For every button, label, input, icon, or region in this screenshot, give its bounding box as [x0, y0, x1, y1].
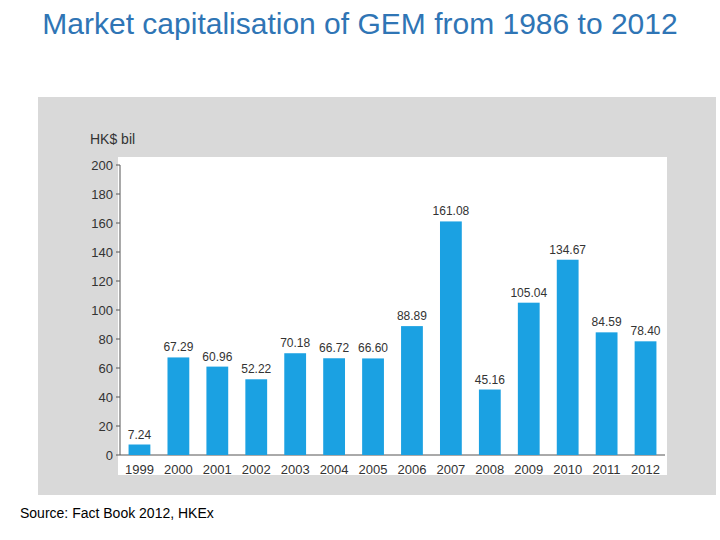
y-tick: [116, 252, 120, 253]
y-tick-label: 200: [91, 158, 113, 173]
x-tick-label: 2004: [320, 462, 349, 477]
y-tick-label: 120: [91, 274, 113, 289]
y-tick: [116, 310, 120, 311]
data-label: 66.60: [358, 341, 388, 355]
plot-area: [118, 157, 667, 475]
bar: [206, 367, 228, 455]
y-tick: [116, 165, 120, 166]
bar: [596, 332, 618, 455]
data-label: 52.22: [241, 362, 271, 376]
bar: [635, 341, 657, 455]
data-label: 78.40: [631, 324, 661, 338]
y-tick-label: 140: [91, 245, 113, 260]
chart: 0 20 40 60 80 100 120 140 160 180 200 HK$ bil 7.24 67…: [0, 0, 720, 540]
x-tick-label: 2001: [203, 462, 232, 477]
bar: [323, 358, 345, 455]
bar: [440, 221, 462, 455]
chart-background: [38, 97, 716, 495]
data-label: 60.96: [202, 350, 232, 364]
x-tick-label: 1999: [125, 462, 154, 477]
title: Market capitalisation of GEM from 1986 t…: [20, 6, 700, 42]
y-tick: [116, 426, 120, 427]
y-axis-label: HK$ bil: [90, 131, 135, 147]
bar: [167, 357, 189, 455]
x-tick-label: 2011: [593, 462, 621, 477]
x-tick-label: 2008: [475, 462, 504, 477]
x-tick-label: 2005: [359, 462, 388, 477]
x-tick-label: 2006: [398, 462, 427, 477]
y-tick: [116, 281, 120, 282]
bar: [284, 353, 306, 455]
data-label: 7.24: [128, 428, 152, 442]
x-tick-label: 2007: [436, 462, 465, 477]
data-label: 45.16: [475, 373, 505, 387]
y-tick: [116, 368, 120, 369]
x-tick-label: 2002: [242, 462, 271, 477]
bar: [479, 390, 501, 455]
x-tick-label: 2003: [281, 462, 310, 477]
y-tick: [116, 223, 120, 224]
data-label: 84.59: [592, 315, 622, 329]
source: Source: Fact Book 2012, HKEx: [20, 505, 214, 521]
bar: [129, 445, 151, 455]
data-label: 161.08: [433, 204, 470, 218]
data-label: 105.04: [510, 286, 547, 300]
y-tick-label: 60: [99, 361, 113, 376]
x-tick-label: 2000: [164, 462, 193, 477]
y-tick-label: 0: [106, 448, 113, 463]
bar: [362, 358, 384, 455]
x-tick-label: 2009: [514, 462, 543, 477]
x-tick-label: 2010: [553, 462, 582, 477]
x-tick-label: 2012: [631, 462, 660, 477]
bar: [245, 379, 267, 455]
bar: [401, 326, 423, 455]
data-label: 66.72: [319, 341, 349, 355]
y-tick-label: 40: [99, 390, 113, 405]
x-axis-line: [120, 455, 665, 456]
y-tick: [116, 339, 120, 340]
y-tick: [116, 397, 120, 398]
data-label: 70.18: [280, 336, 310, 350]
y-tick-label: 80: [99, 332, 113, 347]
bar: [518, 303, 540, 455]
y-tick-label: 160: [91, 216, 113, 231]
data-label: 88.89: [397, 309, 427, 323]
data-label: 134.67: [549, 243, 586, 257]
y-tick: [116, 455, 120, 456]
y-tick-label: 100: [91, 303, 113, 318]
y-tick: [116, 194, 120, 195]
bars: [129, 221, 657, 455]
y-tick-label: 180: [91, 187, 113, 202]
y-tick-label: 20: [99, 419, 113, 434]
bar: [557, 260, 579, 455]
data-label: 67.29: [163, 340, 193, 354]
